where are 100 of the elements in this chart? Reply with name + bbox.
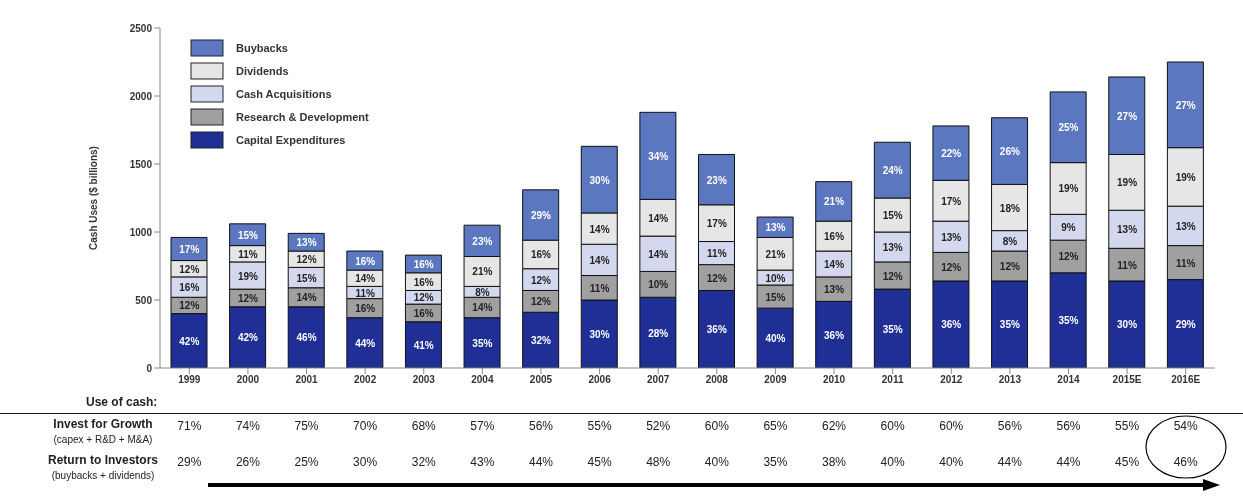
annotation: 17%: [706, 218, 727, 230]
annotation: 11%: [1117, 259, 1137, 271]
annotation: 14%: [648, 212, 669, 224]
text: 35%: [762, 455, 789, 469]
annotation: 18%: [999, 202, 1020, 214]
annotation: 13%: [941, 231, 962, 243]
text: 52%: [645, 419, 672, 433]
x-tick-label: 2012: [940, 374, 963, 386]
y-tick-label: 1000: [129, 226, 153, 238]
annotation: 30%: [1117, 319, 1138, 331]
text: 56%: [1055, 419, 1082, 433]
text: (buybacks + dividends): [50, 470, 156, 481]
annotation: 9%: [1061, 222, 1076, 234]
text: 40%: [938, 455, 965, 469]
annotation: 16%: [355, 255, 376, 267]
annotation: 12%: [237, 292, 259, 304]
legend-label: Research & Development: [236, 110, 369, 123]
annotation: 12%: [706, 272, 727, 284]
annotation: 35%: [1058, 315, 1079, 327]
annotation: 10%: [648, 279, 669, 291]
annotation: 46%: [296, 332, 317, 344]
y-tick-label: 2000: [129, 90, 153, 102]
annotation: 13%: [1175, 220, 1196, 232]
annotation: 27%: [1117, 110, 1138, 122]
text: Use of cash:: [86, 395, 158, 409]
annotation: 16%: [413, 276, 434, 288]
text: 25%: [293, 455, 320, 469]
text: (capex + R&D + M&A): [52, 434, 154, 445]
annotation: 19%: [1058, 183, 1079, 195]
x-tick-label: 2008: [705, 374, 729, 386]
annotation: 22%: [941, 148, 962, 160]
annotation: 26%: [999, 146, 1020, 158]
annotation: 11%: [707, 248, 727, 260]
x-tick-label: 2013: [998, 374, 1022, 386]
x-tick-label: 2006: [588, 374, 612, 386]
annotation: 36%: [941, 319, 962, 331]
annotation: 15%: [296, 272, 317, 284]
annotation: 13%: [824, 284, 845, 296]
text: 60%: [938, 419, 965, 433]
text: 45%: [586, 455, 613, 469]
annotation: 12%: [296, 254, 317, 266]
y-tick-label: 1500: [129, 158, 153, 170]
annotation: 11%: [238, 248, 258, 260]
text: 44%: [527, 455, 554, 469]
annotation: 40%: [765, 333, 786, 345]
annotation: 21%: [472, 266, 493, 278]
annotation: 35%: [472, 337, 493, 349]
y-tick-label: 0: [146, 362, 153, 374]
annotation: 15%: [765, 291, 786, 303]
annotation: 14%: [296, 292, 317, 304]
annotation: 23%: [472, 235, 493, 247]
annotation: 8%: [475, 286, 490, 298]
annotation: 12%: [413, 292, 434, 304]
text: 48%: [645, 455, 672, 469]
annotation: 25%: [1058, 122, 1079, 134]
annotation: 19%: [1175, 171, 1196, 183]
text: Return to Investors: [48, 453, 159, 467]
text: 44%: [1055, 455, 1082, 469]
x-tick-label: 2010: [822, 374, 846, 386]
y-tick-label: 500: [135, 294, 153, 306]
x-tick-label: 2014: [1057, 374, 1081, 386]
annotation: 30%: [589, 174, 610, 186]
annotation: 10%: [765, 272, 786, 284]
y-tick-label: 2500: [129, 22, 153, 34]
annotation: 14%: [589, 223, 610, 235]
text: 56%: [527, 419, 554, 433]
annotation: 12%: [530, 296, 552, 308]
annotation: 29%: [1175, 318, 1196, 330]
annotation: 16%: [530, 249, 552, 261]
legend-label: Dividends: [236, 64, 289, 77]
text: 54%: [1172, 419, 1199, 433]
annotation: 44%: [355, 337, 376, 349]
text: 40%: [879, 455, 906, 469]
x-tick-label: 2004: [471, 374, 494, 386]
text: 26%: [234, 455, 261, 469]
annotation: 16%: [824, 231, 845, 243]
annotation: 14%: [648, 248, 669, 260]
annotation: 41%: [413, 339, 434, 351]
annotation: 13%: [296, 237, 317, 249]
x-tick-label: 2005: [529, 374, 553, 386]
annotation: 35%: [882, 323, 903, 335]
annotation: 13%: [765, 222, 786, 234]
x-tick-label: 2003: [412, 374, 436, 386]
text: 30%: [352, 455, 379, 469]
x-tick-label: 2007: [647, 374, 670, 386]
text: 38%: [821, 455, 848, 469]
text: 68%: [410, 419, 437, 433]
annotation: 8%: [1002, 235, 1018, 247]
annotation: 21%: [824, 196, 845, 208]
annotation: 12%: [1058, 251, 1079, 263]
annotation: 27%: [1175, 99, 1196, 111]
annotation: 11%: [589, 282, 610, 294]
y-axis-title: Cash Uses ($ billions): [87, 146, 99, 250]
text: 55%: [586, 419, 613, 433]
annotation: 28%: [648, 327, 669, 339]
annotation: 12%: [179, 300, 200, 312]
text: 44%: [996, 455, 1023, 469]
annotation: 29%: [530, 210, 552, 221]
annotation: 16%: [355, 303, 376, 315]
annotation: 23%: [706, 174, 727, 186]
